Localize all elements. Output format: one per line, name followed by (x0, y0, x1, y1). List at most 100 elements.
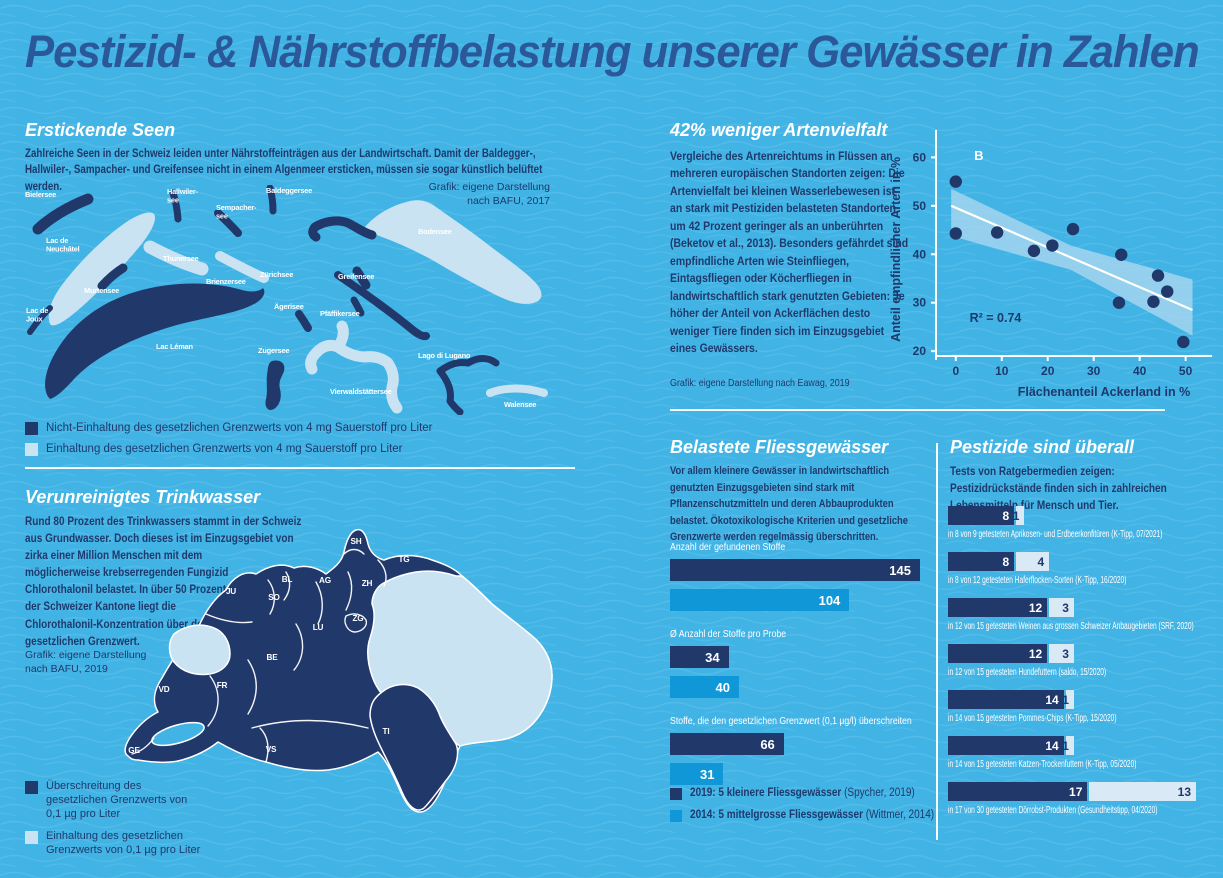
panel-label: B (974, 148, 983, 163)
segment-value: 1 (1062, 692, 1069, 707)
y-tick-label: 20 (913, 344, 927, 358)
pestizide-bar-chart: 8 1 in 8 von 9 getesteten Aprikosen- und E… (948, 506, 1196, 828)
stacked-bar-row: 12 3 in 12 von 15 getesteten Weinen aus gr… (948, 598, 1196, 632)
stacked-bar-caption: in 8 von 12 getesteten Haferflocken-Sort… (948, 575, 1127, 586)
bar-value: 34 (705, 649, 720, 665)
lake-baldeggersee (266, 185, 277, 215)
stacked-bar-row: 8 1 in 8 von 9 getesteten Aprikosen- und E… (948, 506, 1196, 540)
x-tick-label: 0 (952, 364, 959, 378)
lake-murtensee (97, 263, 128, 291)
canton-label-zh: ZH (362, 579, 373, 588)
stacked-bar-row: 14 1 in 14 von 15 getesteten Katzen-Trocke… (948, 736, 1196, 770)
section-heading-fliessgewaesser: Belastete Fliessgewässer (670, 437, 889, 457)
cantons-map: SH TG BL AG ZH JU SO ZG LU BE FR VD GE VS TI (124, 528, 553, 813)
x-tick-label: 10 (995, 364, 1009, 378)
data-point (949, 175, 962, 188)
lake-label-walensee: Walensee (504, 400, 536, 409)
noncompliant-lakes (27, 185, 500, 415)
data-point (1177, 335, 1190, 349)
bar-value: 66 (760, 736, 775, 752)
segment-belastet: 12 (948, 598, 1048, 617)
legend-item: Nicht-Einhaltung des gesetzlichen Grenzw… (25, 421, 495, 435)
western-light-patch (168, 624, 231, 676)
x-axis-label: Flächenanteil Ackerland in % (1018, 385, 1191, 399)
legend-label: Einhaltung des gesetzlichen Grenzwerts v… (46, 830, 201, 856)
canton-label-vd: VD (159, 685, 170, 694)
segment-belastet: 14 (948, 690, 1064, 709)
canton-label-fr: FR (217, 681, 228, 690)
lake-thunersee (143, 240, 209, 276)
lake-label-thunersee: Thunersee (163, 254, 199, 263)
trinkwasser-legend: Überschreitung des gesetzlichen Grenzwer… (25, 780, 205, 865)
divider-left-horizontal (25, 467, 575, 469)
bar-2019: 145 (670, 559, 920, 581)
section-heading-artenvielfalt: 42% weniger Artenvielfalt (670, 120, 888, 140)
bar-value: 145 (889, 562, 911, 578)
compliant-lakes (143, 240, 548, 414)
artenvielfalt-body: Vergleiche des Artenreichtums in Flüssen… (670, 149, 909, 355)
segment-belastet: 12 (948, 644, 1048, 663)
segment-value: 4 (1037, 554, 1045, 569)
segment-value: 3 (1062, 600, 1069, 615)
data-point (990, 226, 1004, 239)
lake-label-sempachersee: Sempacher-see (216, 203, 257, 220)
segment-value: 8 (1002, 554, 1010, 569)
bar-value: 31 (699, 766, 715, 782)
segment-belastet: 8 (948, 506, 1015, 525)
pale-swatch-icon (25, 831, 38, 845)
trinkwasser-body: Rund 80 Prozent des Trinkwassers stammt … (25, 513, 318, 663)
segment-belastet: 8 (948, 552, 1015, 571)
x-tick-label: 30 (1087, 364, 1101, 378)
trinkwasser-credit: Grafik: eigene Darstellung nach BAFU, 20… (25, 649, 147, 676)
stacked-bar-row: 14 1 in 14 von 15 getesteten Pommes-Chips … (948, 690, 1196, 724)
legend-series-label: 2014: 5 mittelgrosse Fliessgewässer (690, 809, 863, 822)
divider-right-horizontal (670, 409, 1165, 411)
data-point (1046, 239, 1059, 252)
canton-label-vs: VS (266, 745, 277, 754)
segment-value: 14 (1045, 738, 1059, 753)
navy-swatch-icon (25, 422, 38, 435)
stacked-bar-caption: in 14 von 15 getesteten Pommes-Chips (K-… (948, 713, 1117, 724)
page-title: Pestizid- & Nährstoffbelastung unserer G… (25, 26, 1200, 77)
bar-group-label: Stoffe, die den gesetzlichen Grenzwert (… (670, 715, 912, 727)
stacked-bar-row: 8 4 in 8 von 12 getesteten Haferflocken-So… (948, 552, 1196, 586)
segment-unbelastet: 13 (1089, 782, 1196, 801)
axes (931, 130, 1212, 361)
bar-group: Stoffe, die den gesetzlichen Grenzwert (… (670, 715, 920, 785)
bar-value: 104 (818, 592, 841, 608)
segment-value: 13 (1177, 784, 1191, 799)
trinkwasser-body-text: Rund 80 Prozent des Trinkwassers stammt … (25, 514, 302, 648)
lake-label-gerisee: Ägerisee (274, 302, 304, 311)
canton-ticino-dark (369, 683, 459, 811)
legend-label: 2019: 5 kleinere Fliessgewässer (Spycher… (690, 786, 915, 800)
y-tick-label: 50 (913, 199, 927, 213)
data-point (1161, 285, 1174, 298)
segment-unbelastet: 1 (1062, 690, 1074, 709)
data-point (1112, 296, 1126, 309)
segment-value: 14 (1045, 692, 1059, 707)
canton-label-ag: AG (319, 576, 331, 585)
bar-2014: 40 (670, 676, 739, 698)
bar-2019: 66 (670, 733, 784, 755)
lake-label-laclman: Lac Léman (156, 342, 193, 351)
lake-label-lacdejoux: Lac de Joux (26, 306, 48, 323)
lake-label-brienzersee: Brienzersee (206, 277, 246, 286)
stacked-bar-caption: in 12 von 15 getesteten Weinen aus gross… (948, 621, 1194, 632)
lake-sempachersee (214, 209, 242, 237)
scatter-plot: 0 10 20 30 40 50 20 30 40 50 60 B R² = 0.74 Flächenan… (889, 130, 1212, 399)
data-point (949, 227, 962, 240)
fliessgewaesser-body: Vor allem kleinere Gewässer in landwirts… (670, 465, 908, 543)
regression-line (950, 204, 1193, 311)
canton-borders (131, 548, 387, 763)
canton-label-zg: ZG (353, 614, 364, 623)
blue-swatch-icon (670, 810, 682, 823)
bar-2019: 34 (670, 646, 729, 668)
bar-value: 40 (715, 679, 730, 695)
pale-swatch-icon (25, 443, 38, 457)
bar-group-label: Ø Anzahl der Stoffe pro Probe (670, 628, 787, 640)
x-tick-label: 40 (1133, 364, 1147, 378)
y-tick-label: 30 (913, 296, 927, 310)
stacked-bar: 17 13 (948, 782, 1196, 801)
